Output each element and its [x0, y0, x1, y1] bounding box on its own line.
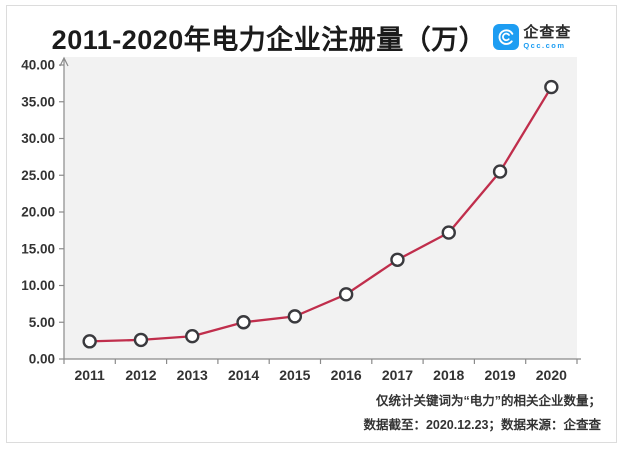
footnote-line-2: 数据截至：2020.12.23；数据来源：企查查: [363, 418, 601, 432]
y-tick-label: 0.00: [29, 352, 55, 367]
logo-domain-label: Qcc.com: [523, 40, 566, 50]
y-tick-label: 40.00: [21, 58, 55, 73]
y-tick-label: 30.00: [21, 131, 55, 146]
data-point-marker: [492, 164, 508, 179]
x-tick-label: 2014: [228, 367, 259, 383]
data-point-marker: [390, 252, 405, 267]
x-tick-label: 2016: [331, 367, 362, 383]
line-chart: 0.00 5.00 10.00 15.00 20.00 25.00 30.00 35.00 40…: [8, 53, 620, 393]
y-tick-label: 20.00: [21, 205, 55, 220]
page-title: 2011-2020年电力企业注册量（万）: [51, 24, 487, 55]
data-point-marker: [236, 315, 251, 330]
data-point-marker: [338, 287, 354, 302]
x-tick-label: 2013: [177, 367, 208, 383]
x-tick-label: 2020: [536, 367, 567, 383]
plot-area: [64, 57, 577, 359]
y-tick-label: 15.00: [21, 241, 55, 256]
x-tick-label: 2011: [74, 367, 105, 383]
qichacha-c-icon: [493, 24, 520, 50]
logo-text: 企查查 Qcc.com: [523, 25, 571, 50]
footnote: 仅统计关键词为“电力”的相关企业数量； 数据截至：2020.12.23；数据来源…: [363, 389, 601, 437]
y-tick-label: 10.00: [21, 278, 55, 293]
chart-card: 2011-2020年电力企业注册量（万） 企查查 Qcc.com 0.00 5.0…: [6, 5, 617, 443]
data-point-marker: [544, 79, 559, 95]
x-tick-label: 2017: [382, 367, 413, 383]
x-tick-label: 2015: [279, 367, 310, 383]
y-tick-label: 25.00: [21, 168, 55, 183]
y-tick-label: 5.00: [29, 315, 55, 330]
x-tick-label: 2012: [125, 367, 156, 383]
data-point-marker: [185, 329, 200, 344]
header: 2011-2020年电力企业注册量（万） 企查查 Qcc.com: [7, 17, 616, 57]
logo-brand-label: 企查查: [523, 23, 572, 41]
data-point-marker: [287, 309, 303, 324]
y-axis-arrow-icon: [59, 56, 69, 67]
y-tick-label: 35.00: [21, 94, 55, 109]
data-point-marker: [82, 334, 97, 349]
series-line: [89, 86, 553, 343]
x-tick-label: 2018: [433, 367, 464, 383]
data-point-marker: [133, 332, 149, 348]
footnote-line-1: 仅统计关键词为“电力”的相关企业数量；: [375, 394, 601, 408]
x-tick-label: 2019: [484, 367, 515, 383]
qichacha-logo: 企查查 Qcc.com: [493, 24, 571, 50]
data-point-marker: [441, 225, 456, 240]
chart-canvas: 0.00 5.00 10.00 15.00 20.00 25.00 30.00 35.00 40…: [21, 56, 581, 383]
